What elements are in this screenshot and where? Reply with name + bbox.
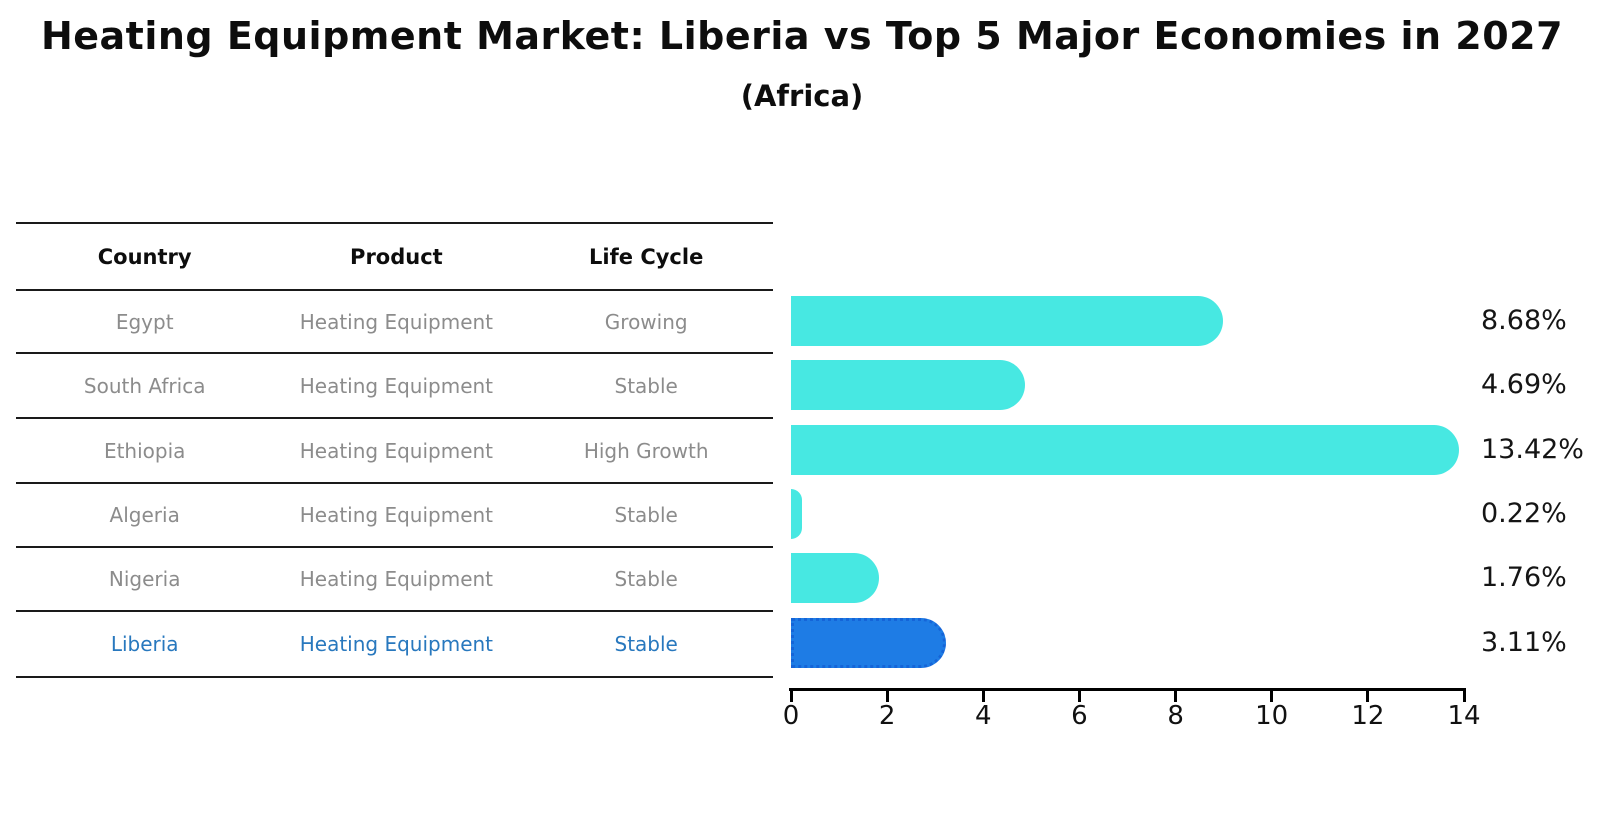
cell-product: Heating Equipment (299, 309, 494, 334)
x-axis-tick-label: 10 (1255, 701, 1289, 731)
bar-value-label: 4.69% (1481, 368, 1567, 400)
bar-value-label: 13.42% (1481, 433, 1584, 465)
bar-ethiopia (791, 424, 1460, 475)
cell-country: Nigeria (108, 567, 181, 591)
table-row: Algeria Heating Equipment Stable (16, 484, 773, 548)
chart-subtitle: (Africa) (740, 79, 864, 113)
cell-life-cycle: Stable (614, 567, 678, 591)
bar-value-label: 8.68% (1481, 305, 1567, 336)
x-axis-tick-label: 4 (975, 701, 992, 731)
table-row: Egypt Heating Equipment Growing (16, 291, 773, 354)
x-axis-tick (1077, 691, 1081, 702)
bar-algeria (791, 489, 802, 539)
column-header-product: Product (350, 244, 443, 269)
cell-country: South Africa (83, 373, 206, 398)
bar-value-label: 3.11% (1481, 627, 1567, 658)
x-axis-tick-label: 12 (1351, 701, 1385, 731)
x-axis-tick-label: 0 (782, 701, 800, 731)
cell-country: Liberia (110, 632, 179, 656)
table-row: Liberia Heating Equipment Stable (16, 612, 773, 678)
cell-product: Heating Equipment (299, 567, 494, 591)
cell-country: Ethiopia (103, 438, 186, 463)
bar-liberia (791, 618, 946, 668)
chart-title: Heating Equipment Market: Liberia vs Top… (40, 14, 1564, 58)
cell-country: Egypt (115, 309, 174, 334)
cell-product: Heating Equipment (299, 438, 494, 463)
x-axis-tick-label: 8 (1167, 701, 1184, 731)
cell-product: Heating Equipment (299, 373, 494, 398)
country-table: Country Product Life Cycle Egypt Heating… (16, 222, 773, 678)
x-axis-tick (1270, 691, 1274, 702)
cell-product: Heating Equipment (299, 503, 494, 527)
x-axis-tick (1366, 691, 1370, 702)
bar-egypt (791, 296, 1224, 346)
cell-country: Algeria (109, 503, 180, 527)
x-axis-tick (981, 691, 985, 702)
x-axis-tick-label: 14 (1447, 701, 1481, 731)
cell-life-cycle: Stable (614, 373, 678, 398)
cell-product: Heating Equipment (299, 632, 494, 656)
bar-nigeria (791, 553, 879, 603)
x-axis-tick-label: 2 (878, 701, 896, 731)
table-row: Ethiopia Heating Equipment High Growth (16, 419, 773, 484)
bar-value-label: 1.76% (1481, 562, 1567, 593)
x-axis-tick (885, 691, 889, 702)
cell-life-cycle: High Growth (583, 438, 709, 463)
column-header-life-cycle: Life Cycle (589, 244, 704, 269)
x-axis (789, 688, 1466, 691)
table-row: Nigeria Heating Equipment Stable (16, 548, 773, 612)
x-axis-tick-label: 6 (1071, 701, 1088, 731)
table-header-row: Country Product Life Cycle (16, 224, 773, 291)
cell-life-cycle: Stable (614, 503, 678, 527)
bar-value-label: 0.22% (1481, 498, 1567, 529)
column-header-country: Country (97, 244, 192, 269)
cell-life-cycle: Stable (614, 632, 678, 656)
bar-south-africa (791, 359, 1025, 410)
x-axis-tick (1462, 691, 1466, 702)
cell-life-cycle: Growing (604, 309, 688, 334)
x-axis-tick (789, 691, 793, 702)
table-row: South Africa Heating Equipment Stable (16, 354, 773, 419)
x-axis-tick (1174, 691, 1178, 702)
